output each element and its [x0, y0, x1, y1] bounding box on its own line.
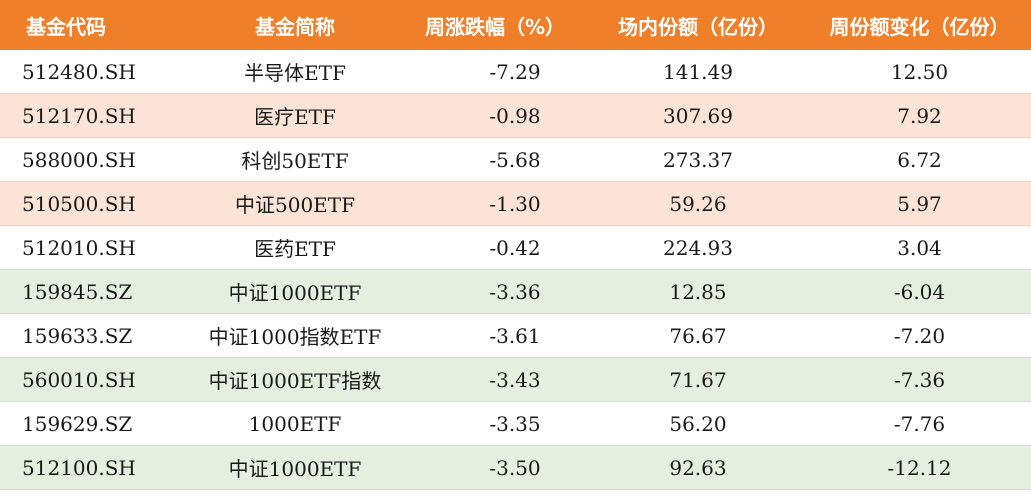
table-row: 512170.SH 医疗ETF -0.98 307.69 7.92	[0, 94, 1031, 138]
fund-code-cell: 159629.SZ	[22, 411, 133, 436]
share-change-cell: -7.20	[893, 323, 946, 348]
weekly-change-cell: -0.98	[489, 103, 541, 128]
share-change-cell: 3.04	[897, 235, 942, 260]
fund-code-cell: 560010.SH	[22, 367, 136, 392]
shares-cell: 59.26	[669, 191, 727, 216]
weekly-change-cell: -5.68	[489, 147, 541, 172]
table-row: 512010.SH 医药ETF -0.42 224.93 3.04	[0, 226, 1031, 270]
table-row: 159845.SZ 中证1000ETF -3.36 12.85 -6.04	[0, 270, 1031, 314]
fund-name-cell: 中证1000指数ETF	[208, 325, 382, 349]
header-shares: 场内份额（亿份）	[618, 14, 778, 39]
weekly-change-cell: -3.61	[489, 323, 541, 348]
weekly-change-cell: -3.35	[489, 411, 541, 436]
shares-cell: 307.69	[663, 103, 733, 128]
share-change-cell: 7.92	[897, 103, 942, 128]
table-row: 159633.SZ 中证1000指数ETF -3.61 76.67 -7.20	[0, 314, 1031, 358]
table-row: 159629.SZ 1000ETF -3.35 56.20 -7.76	[0, 402, 1031, 446]
fund-name-cell: 医药ETF	[254, 237, 336, 261]
fund-name-cell: 科创50ETF	[241, 149, 349, 173]
table-row: 510500.SH 中证500ETF -1.30 59.26 5.97	[0, 182, 1031, 226]
header-fund-name: 基金简称	[255, 14, 335, 39]
shares-cell: 92.63	[669, 455, 727, 480]
fund-name-cell: 医疗ETF	[254, 105, 336, 129]
shares-cell: 56.20	[669, 411, 727, 436]
share-change-cell: -7.36	[893, 367, 946, 392]
shares-cell: 224.93	[663, 235, 733, 260]
fund-code-cell: 159845.SZ	[22, 279, 133, 304]
share-change-cell: 12.50	[890, 59, 949, 84]
weekly-change-cell: -0.42	[489, 235, 541, 260]
share-change-cell: 5.97	[897, 191, 942, 216]
weekly-change-cell: -7.29	[489, 59, 541, 84]
header-weekly-change: 周涨跌幅（%）	[424, 14, 566, 39]
fund-code-cell: 159633.SZ	[22, 323, 133, 348]
weekly-change-cell: -1.30	[489, 191, 541, 216]
header-fund-code: 基金代码	[26, 14, 106, 39]
fund-code-cell: 512010.SH	[22, 235, 136, 260]
shares-cell: 76.67	[669, 323, 727, 348]
share-change-cell: -6.04	[893, 279, 946, 304]
shares-cell: 141.49	[663, 59, 733, 84]
fund-code-cell: 512480.SH	[22, 59, 136, 84]
table-body: 512480.SH 半导体ETF -7.29 141.49 12.50 512170.SH…	[0, 50, 1031, 490]
table-row: 512480.SH 半导体ETF -7.29 141.49 12.50	[0, 50, 1031, 94]
table-header: 基金代码 基金简称 周涨跌幅（%） 场内份额（亿份） 周份额变化（亿份）	[0, 0, 1031, 50]
fund-code-cell: 588000.SH	[22, 147, 136, 172]
fund-name-cell: 半导体ETF	[244, 61, 346, 85]
weekly-change-cell: -3.43	[489, 367, 541, 392]
share-change-cell: 6.72	[897, 147, 942, 172]
shares-cell: 12.85	[669, 279, 727, 304]
shares-cell: 273.37	[663, 147, 733, 172]
fund-name-cell: 中证1000ETF	[228, 457, 362, 481]
fund-code-cell: 512170.SH	[22, 103, 136, 128]
table-row: 512100.SH 中证1000ETF -3.50 92.63 -12.12	[0, 446, 1031, 490]
fund-name-cell: 中证1000ETF指数	[208, 369, 382, 393]
table-row: 560010.SH 中证1000ETF指数 -3.43 71.67 -7.36	[0, 358, 1031, 402]
fund-name-cell: 中证500ETF	[235, 193, 355, 217]
fund-name-cell: 中证1000ETF	[228, 281, 362, 305]
header-share-change: 周份额变化（亿份）	[829, 14, 1010, 39]
fund-name-cell: 1000ETF	[248, 411, 342, 436]
share-change-cell: -12.12	[887, 455, 952, 480]
shares-cell: 71.67	[669, 367, 727, 392]
fund-code-cell: 510500.SH	[22, 191, 136, 216]
table-row: 588000.SH 科创50ETF -5.68 273.37 6.72	[0, 138, 1031, 182]
weekly-change-cell: -3.36	[489, 279, 541, 304]
fund-code-cell: 512100.SH	[22, 455, 136, 480]
share-change-cell: -7.76	[893, 411, 946, 436]
weekly-change-cell: -3.50	[489, 455, 541, 480]
